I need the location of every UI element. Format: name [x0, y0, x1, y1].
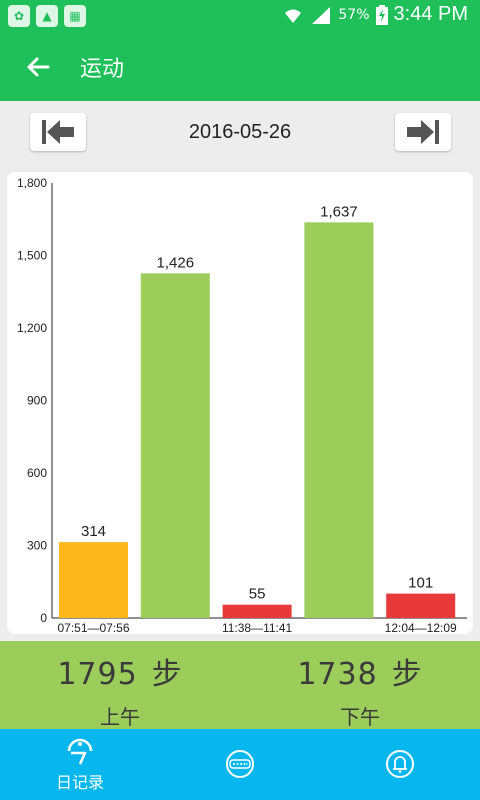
date-navigator: 2016-05-26: [0, 101, 480, 165]
y-tick-label: 1,800: [17, 176, 47, 190]
back-button[interactable]: [22, 51, 54, 83]
y-tick-label: 600: [27, 466, 47, 480]
current-date: 2016-05-26: [188, 121, 292, 143]
bar-value-label: 101: [408, 575, 433, 592]
wifi-icon: [285, 9, 302, 23]
status-right: 57% 3:44 PM: [282, 3, 468, 26]
am-steps-value: 1795: [57, 657, 138, 692]
bar: [140, 273, 210, 618]
pm-label: 下午: [340, 705, 380, 729]
bar: [386, 593, 456, 618]
y-tick-label: 900: [27, 394, 47, 408]
bottom-navigation: 日记录: [0, 729, 480, 800]
gallery-icon: ▲: [36, 5, 58, 27]
battery-charging-icon: [375, 4, 388, 25]
x-category-label: 11:38—11:41: [222, 621, 293, 634]
x-category-label: 07:51—07:56: [57, 621, 129, 634]
status-bar: ✿ ▲ ▦ 57% 3:44 PM: [0, 0, 480, 33]
x-category-label: 12:04—12:09: [385, 621, 457, 634]
y-tick-label: 300: [27, 539, 47, 553]
app-icon-3: ▦: [64, 5, 86, 27]
next-day-button[interactable]: [395, 113, 451, 151]
bar-value-label: 314: [81, 523, 106, 540]
tab-daily-record-label: 日记录: [55, 773, 104, 792]
bar-value-label: 1,637: [320, 203, 358, 220]
status-left-icons: ✿ ▲ ▦: [8, 5, 86, 27]
page-title: 运动: [80, 57, 125, 82]
previous-day-button[interactable]: [30, 113, 86, 151]
pm-summary: 1738 步 下午: [240, 641, 480, 730]
pm-steps-unit: 步: [391, 657, 423, 692]
bar: [304, 222, 374, 618]
summary-panel: 1795 步 上午 1738 步 下午: [0, 641, 480, 729]
bar-value-label: 55: [249, 586, 266, 603]
tab-notifications[interactable]: [320, 729, 480, 800]
bell-icon: [386, 750, 414, 778]
am-steps: 1795 步: [0, 649, 240, 693]
app-bar: 运动: [0, 33, 480, 101]
am-summary: 1795 步 上午: [0, 641, 240, 730]
y-tick-label: 0: [40, 611, 47, 625]
steps-bar-chart: 0 300 600 900 1,200 1,500 1,800 314 07:51—07:56 1…: [17, 176, 467, 635]
tab-daily-record[interactable]: 日记录: [0, 729, 160, 800]
y-tick-label: 1,500: [17, 249, 47, 263]
app-icon-1: ✿: [8, 5, 30, 27]
tab-device[interactable]: [160, 729, 320, 800]
bar: [59, 542, 128, 618]
pm-steps-value: 1738: [297, 657, 378, 692]
pm-steps: 1738 步: [240, 649, 480, 693]
am-steps-unit: 步: [151, 657, 183, 692]
am-label: 上午: [100, 705, 140, 729]
clock: 3:44 PM: [393, 3, 468, 25]
battery-percent: 57%: [338, 6, 370, 23]
y-tick-label: 1,200: [17, 321, 47, 335]
device-icon: [226, 750, 254, 778]
signal-icon: [312, 6, 331, 24]
skip-last-icon: [407, 120, 439, 144]
bar-value-label: 1,426: [157, 254, 195, 271]
daily-record-icon: [67, 738, 93, 765]
bar: [222, 604, 292, 618]
skip-first-icon: [42, 120, 74, 144]
arrow-left-icon: [27, 57, 50, 77]
chart-card: 0 300 600 900 1,200 1,500 1,800 314 07:51—07:56 1…: [7, 172, 473, 635]
